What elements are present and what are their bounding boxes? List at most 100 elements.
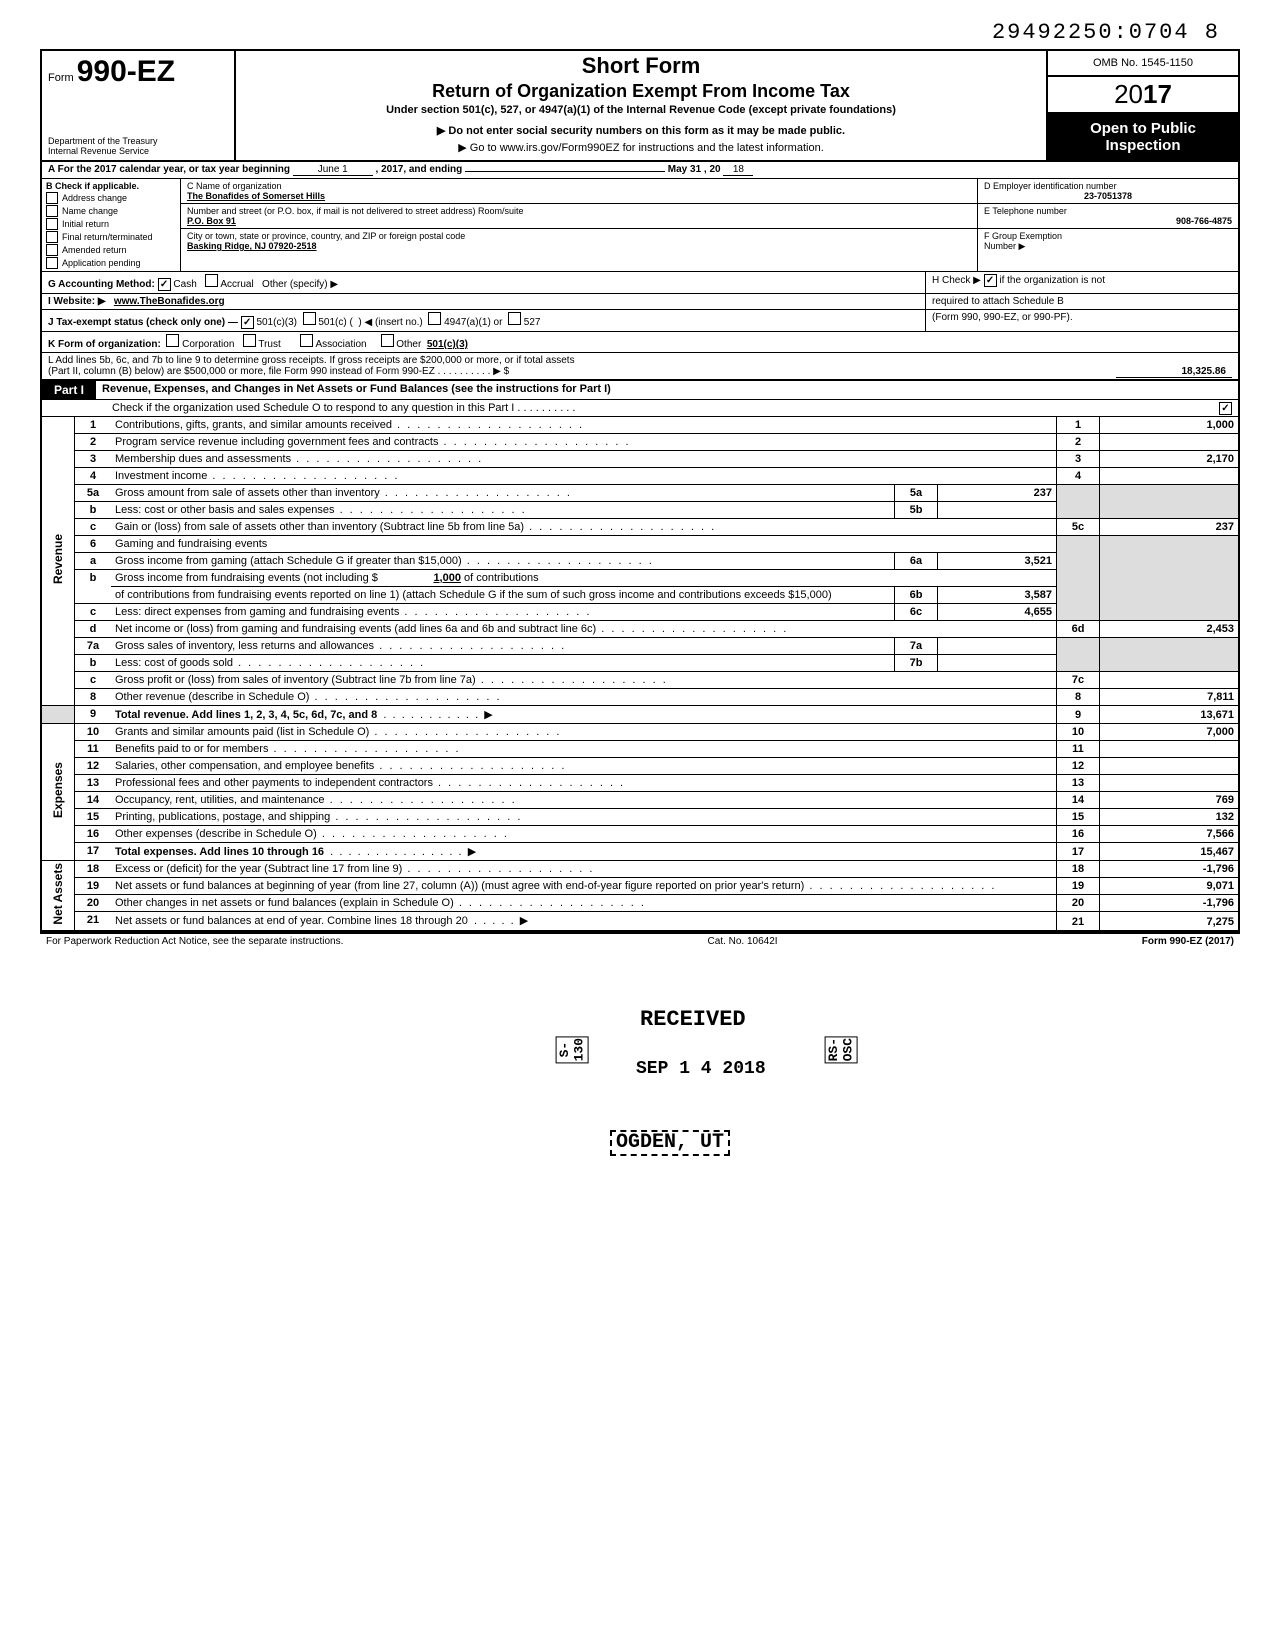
line-2-val[interactable] — [1100, 434, 1240, 451]
chk-schedule-o[interactable]: ✓ — [1219, 402, 1232, 415]
chk-assoc[interactable] — [300, 334, 313, 347]
end-month: May 31 — [668, 164, 701, 175]
website-value[interactable]: www.TheBonafides.org — [114, 296, 225, 307]
row-a-tax-year: A For the 2017 calendar year, or tax yea… — [40, 162, 1240, 179]
city-label: City or town, state or province, country… — [187, 231, 971, 241]
title-under: Under section 501(c), 527, or 4947(a)(1)… — [242, 104, 1040, 116]
side-expenses: Expenses — [51, 762, 65, 818]
line-17-val[interactable]: 15,467 — [1100, 843, 1240, 861]
line-9-val[interactable]: 13,671 — [1100, 706, 1240, 724]
line-6c-val[interactable]: 4,655 — [938, 604, 1057, 621]
chk-accrual[interactable] — [205, 274, 218, 287]
chk-pending[interactable] — [46, 257, 58, 269]
row-l-line2: (Part II, column (B) below) are $500,000… — [48, 366, 509, 377]
line-16-val[interactable]: 7,566 — [1100, 826, 1240, 843]
street-value[interactable]: P.O. Box 91 — [187, 216, 971, 226]
chk-initial[interactable] — [46, 218, 58, 230]
ein-label: D Employer identification number — [984, 181, 1232, 191]
gross-receipts[interactable]: 18,325.86 — [1116, 366, 1232, 378]
line-13-val[interactable] — [1100, 775, 1240, 792]
tel-label: E Telephone number — [984, 206, 1232, 216]
row-l-line1: L Add lines 5b, 6c, and 7b to line 9 to … — [48, 355, 1232, 366]
line-7a-val[interactable] — [938, 638, 1057, 655]
stamp-osc: RS-OSC — [825, 1036, 858, 1063]
org-name-label: C Name of organization — [187, 181, 971, 191]
form-number: Form 990-EZ — [48, 55, 228, 89]
line-20-val[interactable]: -1,796 — [1100, 895, 1240, 912]
chk-527[interactable] — [508, 312, 521, 325]
line-3-val[interactable]: 2,170 — [1100, 451, 1240, 468]
group-number-label: Number ▶ — [984, 241, 1232, 252]
stamp-ogden: OGDEN, UT — [610, 1130, 730, 1156]
chk-4947[interactable] — [428, 312, 441, 325]
chk-schedule-b[interactable]: ✓ — [984, 274, 997, 287]
line-6d-val[interactable]: 2,453 — [1100, 621, 1240, 638]
line-7c-val[interactable] — [1100, 672, 1240, 689]
line-8-val[interactable]: 7,811 — [1100, 689, 1240, 706]
line-5b-val[interactable] — [938, 502, 1057, 519]
line-6a-val[interactable]: 3,521 — [938, 553, 1057, 570]
other-org-value[interactable]: 501(c)(3) — [427, 339, 468, 350]
dept-treasury: Department of the Treasury — [48, 136, 228, 146]
title-main: Return of Organization Exempt From Incom… — [242, 81, 1040, 102]
h-schedule-b: H Check ▶ ✓ if the organization is not — [925, 272, 1238, 293]
line-5c-val[interactable]: 237 — [1100, 519, 1240, 536]
line-10-val[interactable]: 7,000 — [1100, 724, 1240, 741]
chk-501c[interactable] — [303, 312, 316, 325]
goto-link: ▶ Go to www.irs.gov/Form990EZ for instru… — [242, 141, 1040, 154]
chk-corp[interactable] — [166, 334, 179, 347]
tax-year: 2017 — [1048, 77, 1238, 114]
line-15-val[interactable]: 132 — [1100, 809, 1240, 826]
tel-value[interactable]: 908-766-4875 — [984, 216, 1232, 226]
line-4-val[interactable] — [1100, 468, 1240, 485]
group-exempt-label: F Group Exemption — [984, 231, 1232, 241]
omb-number: OMB No. 1545-1150 — [1048, 51, 1238, 77]
line-6b-contrib[interactable]: 1,000 — [381, 572, 461, 584]
h-text4: (Form 990, 990-EZ, or 990-PF). — [925, 310, 1238, 331]
col-b-checkboxes: B Check if applicable. Address change Na… — [42, 179, 181, 271]
line-14-val[interactable]: 769 — [1100, 792, 1240, 809]
stamp-s130: S-130 — [556, 1036, 589, 1063]
street-label: Number and street (or P.O. box, if mail … — [187, 206, 971, 216]
chk-trust[interactable] — [243, 334, 256, 347]
part1-tab: Part I — [42, 381, 96, 399]
line-1-val[interactable]: 1,000 — [1100, 417, 1240, 434]
line-5a-val[interactable]: 237 — [938, 485, 1057, 502]
h-text3: required to attach Schedule B — [925, 294, 1238, 309]
line-11-val[interactable] — [1100, 741, 1240, 758]
line-21-val[interactable]: 7,275 — [1100, 912, 1240, 931]
side-revenue: Revenue — [51, 534, 65, 584]
city-value[interactable]: Basking Ridge, NJ 07920-2518 — [187, 241, 971, 251]
line-6b-val[interactable]: 3,587 — [938, 587, 1057, 604]
dept-irs: Internal Revenue Service — [48, 146, 228, 156]
chk-address[interactable] — [46, 192, 58, 204]
side-netassets: Net Assets — [51, 863, 65, 925]
no-ssn-notice: ▶ Do not enter social security numbers o… — [242, 124, 1040, 137]
line-19-val[interactable]: 9,071 — [1100, 878, 1240, 895]
stamp-received: RECEIVED — [640, 1008, 746, 1032]
title-short: Short Form — [242, 53, 1040, 79]
ein-value[interactable]: 23-7051378 — [984, 191, 1232, 201]
footer-left: For Paperwork Reduction Act Notice, see … — [46, 936, 343, 947]
chk-cash[interactable]: ✓ — [158, 278, 171, 291]
line-12-val[interactable] — [1100, 758, 1240, 775]
part1-sub: Check if the organization used Schedule … — [112, 402, 575, 414]
line-18-val[interactable]: -1,796 — [1100, 861, 1240, 878]
end-year[interactable]: 18 — [723, 164, 753, 176]
part1-table: Revenue 1 Contributions, gifts, grants, … — [40, 417, 1240, 932]
chk-amended[interactable] — [46, 244, 58, 256]
open-inspection: Open to PublicInspection — [1048, 114, 1238, 160]
begin-date[interactable]: June 1 — [293, 164, 373, 176]
part1-title: Revenue, Expenses, and Changes in Net As… — [96, 381, 1238, 399]
line-7b-val[interactable] — [938, 655, 1057, 672]
form-header: Form 990-EZ Department of the Treasury I… — [40, 49, 1240, 162]
footer-right: Form 990-EZ (2017) — [1142, 936, 1234, 947]
chk-other-org[interactable] — [381, 334, 394, 347]
header-stamp-number: 29492250:0704 8 — [40, 20, 1240, 45]
org-name-value[interactable]: The Bonafides of Somerset Hills — [187, 191, 971, 201]
chk-name[interactable] — [46, 205, 58, 217]
chk-final[interactable] — [46, 231, 58, 243]
chk-501c3[interactable]: ✓ — [241, 316, 254, 329]
stamp-date: SEP 1 4 2018 — [636, 1060, 766, 1080]
footer-mid: Cat. No. 10642I — [708, 936, 778, 947]
